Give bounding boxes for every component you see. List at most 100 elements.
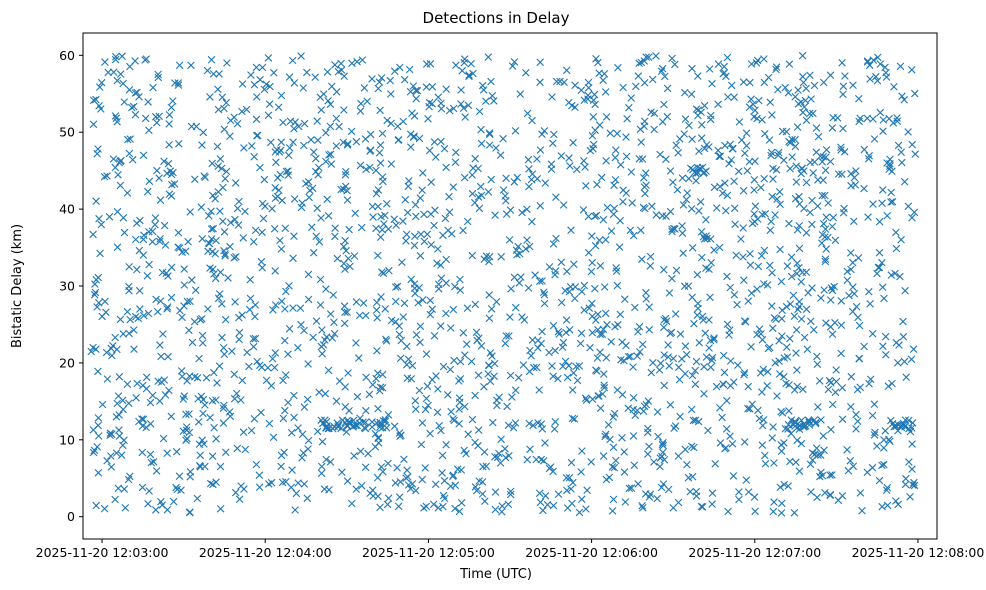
data-point [705, 344, 713, 352]
data-point [226, 242, 234, 251]
data-point [291, 506, 299, 514]
data-point [729, 472, 738, 480]
data-point [238, 80, 247, 88]
data-point [814, 403, 822, 411]
data-point [159, 434, 168, 443]
data-point [865, 61, 874, 70]
data-point [515, 249, 524, 258]
data-point [457, 499, 466, 507]
data-point [674, 148, 682, 157]
data-point [665, 289, 674, 297]
data-point [747, 343, 755, 351]
data-point [702, 232, 710, 240]
data-point [499, 186, 508, 194]
data-point [165, 141, 173, 149]
data-point [541, 179, 550, 187]
data-point [278, 297, 286, 306]
data-point [249, 238, 258, 246]
data-point [898, 158, 906, 167]
data-point [239, 234, 248, 242]
data-point [761, 451, 769, 460]
data-point [376, 141, 385, 149]
data-point [725, 331, 733, 339]
data-point [170, 180, 179, 188]
data-point [883, 483, 892, 492]
data-point [559, 362, 567, 371]
data-point [907, 355, 916, 364]
data-point [540, 288, 548, 297]
data-point [368, 202, 377, 211]
data-point [326, 100, 335, 109]
data-point [879, 186, 887, 194]
data-point [144, 187, 152, 196]
data-point [226, 132, 234, 140]
data-point [682, 195, 691, 204]
data-point [730, 204, 739, 213]
data-point [372, 189, 381, 198]
data-point [113, 243, 122, 251]
data-point [586, 146, 595, 155]
data-point [908, 140, 916, 149]
data-point [630, 461, 639, 470]
data-point [139, 415, 148, 423]
data-point [800, 103, 809, 111]
data-point [870, 135, 879, 143]
data-point [638, 502, 646, 510]
data-point [491, 488, 500, 496]
data-point [606, 435, 614, 444]
data-point [755, 414, 764, 423]
data-point [196, 451, 204, 460]
data-point [750, 493, 759, 501]
data-point [595, 69, 603, 77]
data-point [395, 330, 404, 339]
data-point [769, 324, 777, 333]
data-point [687, 442, 696, 451]
data-point [901, 480, 910, 489]
data-point [525, 242, 534, 251]
data-point [266, 82, 274, 91]
data-point [575, 362, 584, 370]
data-point [329, 291, 338, 299]
data-point [400, 299, 409, 308]
data-point [504, 421, 513, 430]
data-point [714, 100, 722, 109]
data-point [112, 449, 121, 457]
data-point [322, 455, 330, 464]
data-point [486, 130, 494, 139]
data-point [234, 221, 243, 229]
data-point [300, 480, 309, 488]
data-point [352, 421, 360, 430]
data-point [373, 347, 381, 355]
data-point [681, 88, 689, 97]
data-point [897, 235, 905, 244]
data-point [638, 155, 647, 163]
data-point [820, 446, 828, 454]
data-point [782, 343, 791, 351]
data-point [759, 365, 768, 374]
data-point [726, 357, 735, 365]
data-point [94, 414, 103, 422]
data-point [886, 437, 894, 446]
data-point [343, 196, 352, 204]
data-point [619, 83, 627, 92]
data-point [90, 290, 99, 299]
data-point [878, 199, 886, 207]
data-point [194, 418, 203, 426]
data-point [169, 97, 177, 105]
data-point [531, 271, 539, 279]
data-point [364, 449, 372, 458]
data-point [730, 378, 738, 386]
data-point [506, 371, 515, 380]
data-point [319, 341, 328, 349]
data-point [181, 247, 190, 256]
data-point [866, 75, 874, 83]
data-point [887, 198, 895, 206]
data-point [829, 213, 838, 222]
data-point [350, 252, 359, 260]
data-point [284, 350, 292, 358]
data-point [360, 84, 369, 92]
data-point [459, 329, 468, 337]
data-point [802, 305, 811, 314]
data-point [253, 93, 261, 101]
data-point [813, 352, 821, 361]
